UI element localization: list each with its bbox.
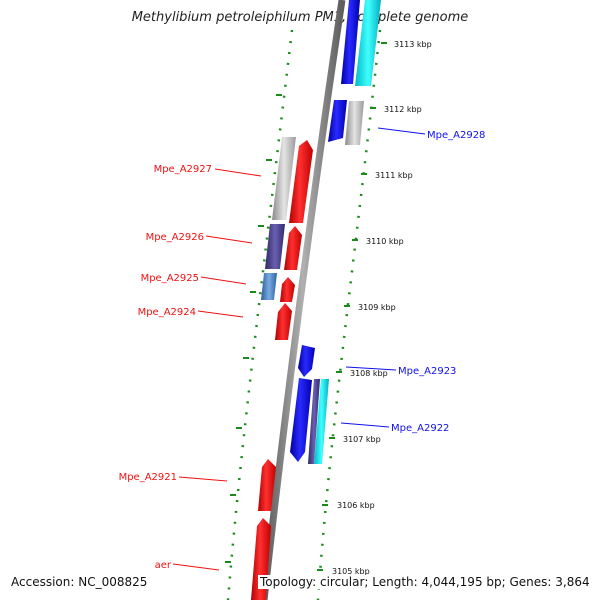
scale-labels: 3113 kbp 3112 kbp 3111 kbp 3110 kbp 3109… (332, 40, 432, 576)
gene-label-aer: aer (155, 560, 172, 571)
gene-cyan-top (355, 0, 381, 86)
gene-blue-mpe-a2922 (290, 378, 312, 462)
gene-label-mpe-a2922: Mpe_A2922 (391, 423, 449, 434)
right-dotted-ring (316, 29, 382, 600)
gene-blue-top (341, 0, 360, 84)
scale-label-3113: 3113 kbp (394, 40, 432, 49)
gene-red-mpe-a2921 (258, 459, 276, 511)
gene-red-mpe-a2926 (284, 226, 302, 270)
gene-track-right (290, 0, 381, 464)
scale-label-3112: 3112 kbp (384, 105, 422, 114)
gene-label-mpe-a2928: Mpe_A2928 (427, 130, 485, 141)
map-title: Methylibium petroleiphilum PM1, complete… (131, 10, 469, 25)
gene-grey-mpe-a2927 (272, 137, 296, 220)
gene-purple-mpe-a2926 (265, 224, 285, 269)
gene-labels-left: Mpe_A2927 Mpe_A2926 Mpe_A2925 Mpe_A2924 … (119, 164, 212, 571)
gene-label-mpe-a2926: Mpe_A2926 (146, 232, 204, 243)
scale-label-3107: 3107 kbp (343, 435, 381, 444)
scale-label-3108: 3108 kbp (350, 369, 388, 378)
gene-steelblue-mpe-a2925 (261, 273, 277, 300)
scale-label-3110: 3110 kbp (366, 237, 404, 246)
left-dotted-ring (226, 29, 294, 600)
gene-blue-mpe-a2928 (328, 100, 347, 142)
gene-cyan-sliver (314, 379, 329, 464)
callout-lines (172, 127, 426, 571)
gene-label-mpe-a2924: Mpe_A2924 (138, 307, 196, 318)
gene-label-mpe-a2925: Mpe_A2925 (141, 273, 199, 284)
gene-label-mpe-a2927: Mpe_A2927 (154, 164, 212, 175)
gene-grey-mpe-a2928 (345, 101, 364, 145)
gene-labels-right: Mpe_A2928 Mpe_A2923 Mpe_A2922 (391, 130, 485, 434)
topology-footer: Topology: circular; Length: 4,044,195 bp… (258, 575, 592, 589)
gene-blue-mpe-a2923 (298, 345, 315, 377)
gene-red-mpe-a2924 (275, 303, 292, 340)
gene-red-mpe-a2927 (289, 140, 313, 223)
left-ring-major-ticks (225, 94, 282, 563)
gene-label-mpe-a2921: Mpe_A2921 (119, 472, 177, 483)
gene-label-mpe-a2923: Mpe_A2923 (398, 366, 456, 377)
genome-backbone (260, 0, 346, 600)
scale-label-3106: 3106 kbp (337, 501, 375, 510)
gene-red-mpe-a2925 (280, 277, 295, 302)
scale-label-3111: 3111 kbp (375, 171, 413, 180)
scale-label-3109: 3109 kbp (358, 303, 396, 312)
scale-label-3105: 3105 kbp (332, 567, 370, 576)
right-ring-major-ticks (317, 42, 387, 571)
gene-purple-sliver (308, 379, 320, 464)
accession-footer: Accession: NC_008825 (9, 575, 150, 589)
gene-track-left (251, 137, 313, 600)
